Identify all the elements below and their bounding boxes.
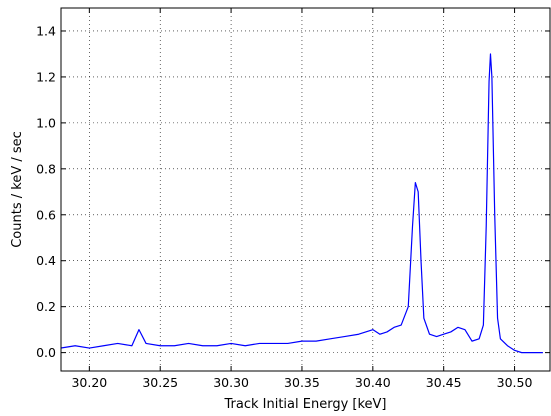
x-tick-label: 30.25 [142,375,178,390]
x-tick-label: 30.40 [355,375,391,390]
x-tick-label: 30.45 [426,375,462,390]
y-tick-label: 1.4 [36,23,56,38]
series-line-0 [61,53,543,354]
y-tick-label: 0.0 [36,345,56,360]
ticks-layer: 30.20 30.25 30.30 30.35 30.40 30.45 30.50 0.0 0.… [36,8,550,390]
x-tick-label: 30.50 [497,375,533,390]
y-tick-label: 0.8 [36,161,56,176]
series-layer [61,53,543,354]
y-axis-title: Counts / keV / sec [10,131,25,248]
x-tick-label: 30.20 [71,375,107,390]
y-tick-label: 0.2 [36,299,56,314]
y-tick-label: 0.6 [36,207,56,222]
x-tick-label: 30.30 [213,375,249,390]
x-tick-label: 30.35 [284,375,320,390]
grid-lines [61,8,550,371]
y-tick-label: 1.2 [36,69,56,84]
x-axis-title: Track Initial Energy [keV] [224,397,387,412]
plot-frame [60,7,551,372]
y-tick-label: 0.4 [36,253,56,268]
y-tick-label: 1.0 [36,115,56,130]
